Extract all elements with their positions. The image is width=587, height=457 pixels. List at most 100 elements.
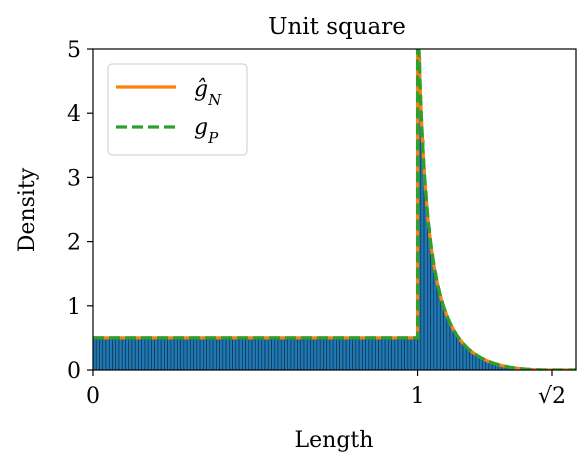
histogram-bar — [368, 337, 373, 371]
histogram-bar — [170, 337, 175, 371]
histogram-bar — [160, 337, 165, 371]
histogram-bar — [206, 337, 211, 371]
x-axis-label: Length — [295, 428, 374, 453]
y-tick-label: 3 — [67, 166, 81, 191]
histogram-bar — [216, 337, 220, 371]
y-tick-label: 5 — [67, 38, 81, 63]
histogram-bar — [404, 337, 409, 371]
histogram-bar — [151, 337, 155, 371]
histogram-bar — [433, 273, 438, 371]
histogram-bar — [251, 337, 256, 371]
histogram-bar — [147, 337, 152, 371]
y-tick-label: 0 — [67, 359, 81, 384]
histogram-bar — [407, 337, 412, 371]
histogram-bar — [375, 337, 379, 371]
histogram-bar — [164, 337, 168, 371]
histogram-bar — [199, 337, 204, 371]
histogram-bar — [102, 337, 107, 371]
histogram-bar — [342, 337, 347, 371]
histogram-bar — [384, 337, 389, 371]
histogram-bar — [222, 337, 227, 371]
histogram-bar — [264, 337, 269, 371]
histogram-bar — [306, 337, 311, 371]
histogram-bar — [108, 337, 113, 371]
histogram-bar — [141, 337, 146, 371]
histogram-bar — [144, 337, 149, 371]
histogram-bar — [190, 337, 194, 371]
histogram-bar — [186, 337, 191, 371]
histogram-bar — [118, 337, 123, 371]
histogram-bar — [313, 337, 318, 371]
histogram-bar — [326, 337, 331, 371]
histogram-bar — [271, 337, 276, 371]
histogram-bar — [115, 337, 120, 371]
histogram-bar — [134, 337, 139, 371]
chart-title: Unit square — [268, 14, 406, 40]
histogram-bar — [128, 337, 133, 371]
histogram-bar — [378, 337, 383, 371]
histogram-bar — [394, 337, 399, 371]
x-ticks: 0 1 √2 — [86, 370, 566, 409]
histogram-bar — [297, 337, 302, 371]
histogram-bar — [352, 337, 357, 371]
histogram-bar — [274, 337, 279, 371]
histogram-bar — [414, 337, 418, 371]
histogram-bar — [248, 337, 253, 371]
histogram-bar — [456, 336, 461, 371]
histogram-bar — [439, 300, 444, 371]
histogram-bar — [193, 337, 198, 371]
legend-label-ghat: ĝN — [194, 77, 222, 109]
histogram-bar — [180, 337, 185, 371]
histogram-bar — [430, 253, 435, 371]
histogram-bar — [241, 337, 246, 371]
histogram-bar — [290, 337, 295, 371]
histogram-bar — [303, 337, 308, 371]
histogram-bar — [261, 337, 266, 371]
histogram-bar — [277, 337, 282, 371]
histogram-bar — [443, 310, 448, 371]
histogram-bar — [310, 337, 315, 371]
histogram-bar — [177, 337, 181, 371]
legend-label-gp: gP — [194, 115, 219, 147]
histogram-bar — [238, 337, 243, 371]
x-tick-label: 0 — [86, 384, 100, 409]
histogram-bar — [138, 337, 142, 371]
histogram-bar — [391, 337, 396, 371]
legend: ĝN gP — [107, 63, 248, 156]
histogram-bar — [196, 337, 201, 371]
histogram-bar — [219, 337, 224, 371]
histogram-bar — [232, 337, 237, 371]
histogram-bar — [349, 337, 353, 371]
histogram-bar — [157, 337, 162, 371]
histogram-bar — [245, 337, 250, 371]
histogram-bar — [235, 337, 240, 371]
histogram-bar — [319, 337, 324, 371]
histogram-bar — [401, 337, 405, 371]
histogram-bar — [355, 337, 360, 371]
histogram-bar — [293, 337, 298, 371]
histogram-bar — [183, 337, 188, 371]
histogram-bar — [358, 337, 363, 371]
histogram-bar — [465, 348, 470, 371]
x-tick-label: √2 — [538, 384, 566, 409]
histogram-bar — [452, 331, 457, 371]
x-tick-label: 1 — [411, 384, 425, 409]
y-axis-label: Density — [15, 167, 40, 252]
histogram-bar — [173, 337, 178, 371]
histogram-bar — [410, 337, 415, 371]
histogram-bar — [229, 337, 233, 371]
histogram-bar — [212, 337, 217, 371]
histogram-bar — [329, 337, 334, 371]
y-tick-label: 4 — [67, 102, 81, 127]
histogram-bar — [323, 337, 327, 371]
histogram-bar — [209, 337, 214, 371]
histogram-bar — [167, 337, 172, 371]
histogram-bar — [332, 337, 337, 371]
histogram-bar — [287, 337, 292, 371]
histogram-bar — [121, 337, 126, 371]
histogram-bar — [316, 337, 321, 371]
histogram-bar — [280, 337, 285, 371]
histogram-bar — [449, 325, 454, 371]
histogram-bar — [254, 337, 259, 371]
